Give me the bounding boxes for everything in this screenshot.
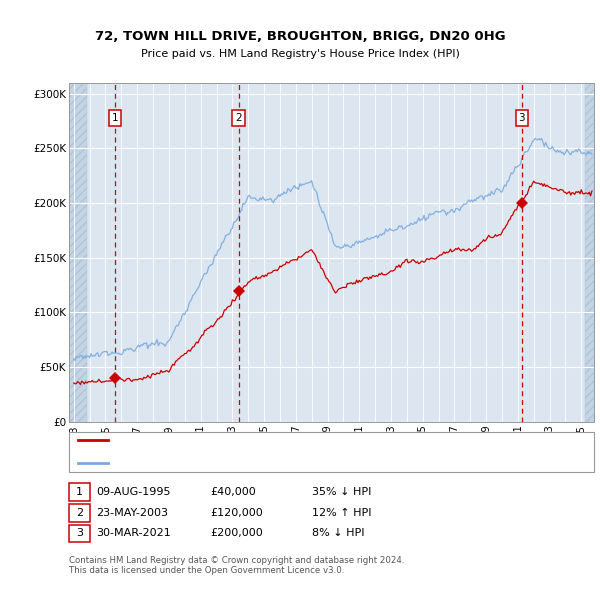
Text: 8% ↓ HPI: 8% ↓ HPI — [312, 529, 365, 538]
Bar — [69, 83, 87, 422]
Text: 09-AUG-1995: 09-AUG-1995 — [96, 487, 170, 497]
Text: 1: 1 — [76, 487, 83, 497]
Text: 12% ↑ HPI: 12% ↑ HPI — [312, 508, 371, 517]
Text: £120,000: £120,000 — [210, 508, 263, 517]
Text: 2: 2 — [76, 508, 83, 517]
Text: £200,000: £200,000 — [210, 529, 263, 538]
Text: £40,000: £40,000 — [210, 487, 256, 497]
Text: 23-MAY-2003: 23-MAY-2003 — [96, 508, 168, 517]
Text: 2: 2 — [235, 113, 242, 123]
Text: Contains HM Land Registry data © Crown copyright and database right 2024.
This d: Contains HM Land Registry data © Crown c… — [69, 556, 404, 575]
Text: 30-MAR-2021: 30-MAR-2021 — [96, 529, 171, 538]
Text: 72, TOWN HILL DRIVE, BROUGHTON, BRIGG, DN20 0HG: 72, TOWN HILL DRIVE, BROUGHTON, BRIGG, D… — [95, 30, 505, 43]
Text: HPI: Average price, detached house, North Lincolnshire: HPI: Average price, detached house, Nort… — [113, 458, 401, 468]
Text: Price paid vs. HM Land Registry's House Price Index (HPI): Price paid vs. HM Land Registry's House … — [140, 50, 460, 59]
Text: 3: 3 — [76, 529, 83, 538]
Text: 3: 3 — [518, 113, 525, 123]
Bar — [585, 83, 594, 422]
Text: 35% ↓ HPI: 35% ↓ HPI — [312, 487, 371, 497]
Text: 1: 1 — [112, 113, 119, 123]
Text: 72, TOWN HILL DRIVE, BROUGHTON, BRIGG, DN20 0HG (detached house): 72, TOWN HILL DRIVE, BROUGHTON, BRIGG, D… — [113, 435, 497, 444]
